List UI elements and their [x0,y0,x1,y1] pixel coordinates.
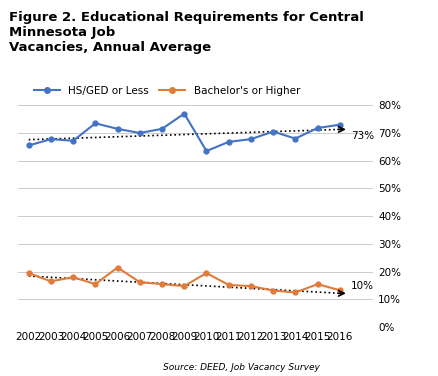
Legend: HS/GED or Less, Bachelor's or Higher: HS/GED or Less, Bachelor's or Higher [29,82,304,100]
Text: 73%: 73% [350,131,373,141]
Text: Source: DEED, Job Vacancy Survey: Source: DEED, Job Vacancy Survey [162,363,319,372]
Text: 10%: 10% [350,281,373,291]
Text: Figure 2. Educational Requirements for Central Minnesota Job
Vacancies, Annual A: Figure 2. Educational Requirements for C… [9,11,363,54]
